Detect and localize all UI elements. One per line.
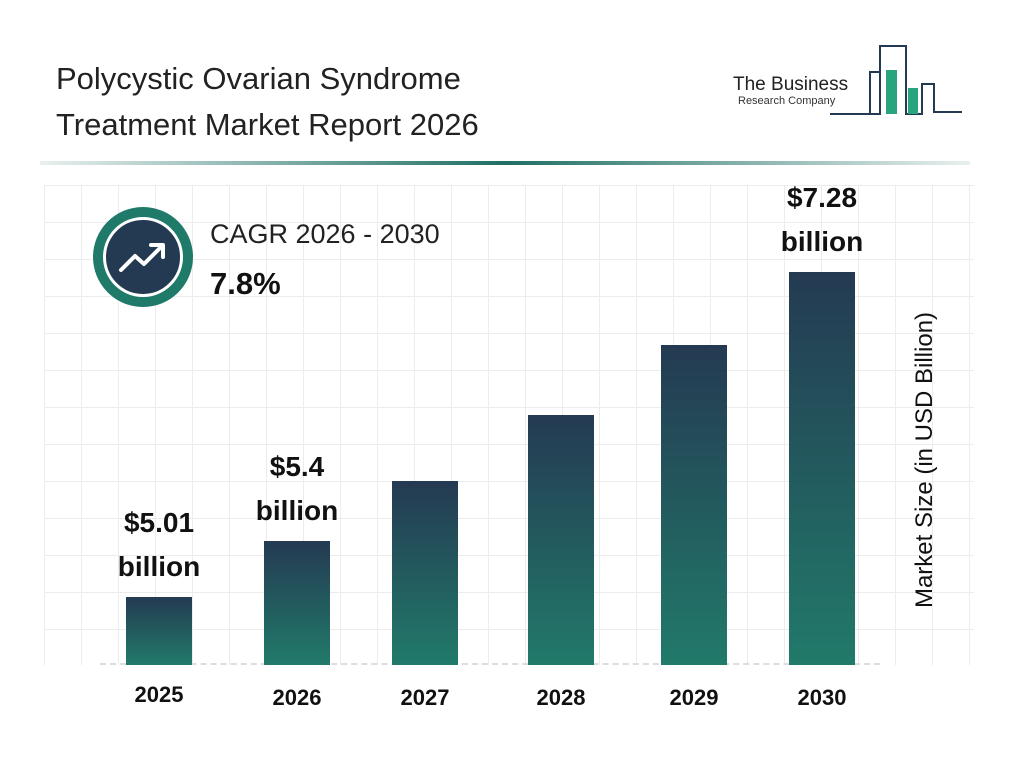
data-label-unit: billion: [780, 226, 864, 257]
logo-text-line-2: Research Company: [738, 95, 836, 107]
company-logo: [830, 45, 962, 115]
bar-2029: [661, 345, 727, 665]
data-label-value: $5.4: [269, 451, 325, 483]
x-axis-baseline: [100, 663, 880, 665]
data-label: $5.4 billion: [227, 445, 367, 533]
data-label: $7.28 billion: [752, 176, 892, 264]
bar-2027: [392, 481, 458, 665]
y-axis-label: Market Size (in USD Billion): [911, 311, 938, 609]
data-label-value: $5.01: [123, 507, 195, 538]
logo-text-line-1: The Business: [733, 74, 849, 95]
cagr-value: 7.8%: [210, 266, 281, 301]
data-label-value: $7.28: [786, 182, 858, 213]
x-tick-label: 2026: [272, 685, 322, 710]
data-label-unit: billion: [255, 495, 339, 527]
x-tick-label: 2028: [536, 685, 586, 710]
title-line-2: Treatment Market Report 2026: [56, 107, 479, 142]
x-tick-label: 2025: [134, 682, 184, 707]
x-tick-label: 2030: [797, 685, 847, 710]
title-line-1: Polycystic Ovarian Syndrome: [56, 61, 461, 96]
bar-2025: [126, 597, 192, 665]
x-tick-label: 2029: [669, 685, 719, 710]
trending-up-icon: [93, 207, 193, 307]
cagr-label: CAGR 2026 - 2030: [210, 219, 440, 249]
chart-title: Polycystic Ovarian Syndrome Treatment Ma…: [56, 56, 479, 148]
header-divider: [40, 161, 970, 165]
bar-2028: [528, 415, 594, 665]
bar-2030: [789, 272, 855, 665]
x-tick-label: 2027: [400, 685, 450, 710]
data-label: $5.01 billion: [89, 501, 229, 589]
bar-2026: [264, 541, 330, 665]
data-label-unit: billion: [117, 551, 201, 582]
